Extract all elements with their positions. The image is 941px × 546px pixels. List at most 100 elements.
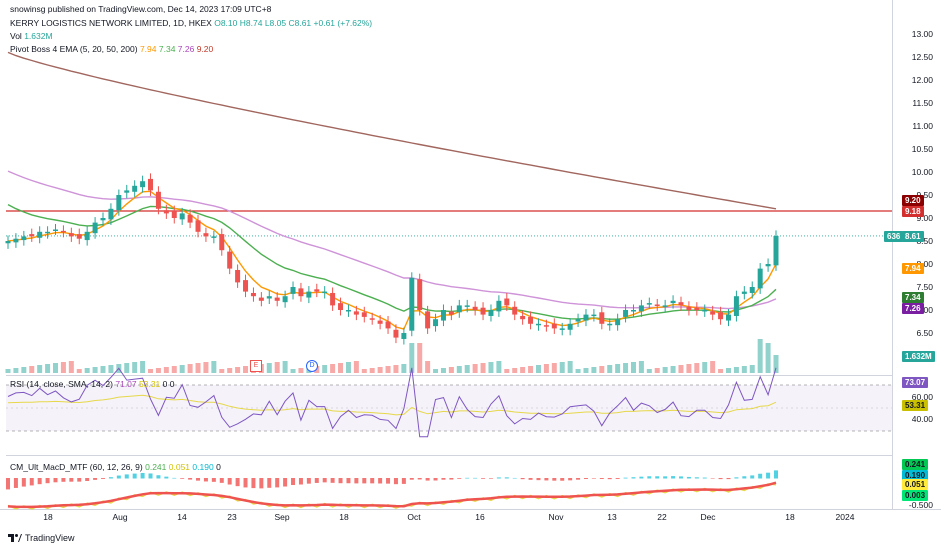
volume-bar bbox=[702, 362, 708, 373]
candle-body bbox=[100, 218, 106, 221]
candle-body bbox=[654, 304, 660, 306]
candle-body bbox=[528, 316, 534, 324]
volume-bar bbox=[480, 363, 486, 373]
volume-bar bbox=[227, 368, 233, 373]
time-axis-label: 14 bbox=[177, 512, 187, 522]
price-axis-label: 12.50 bbox=[911, 52, 933, 62]
candle-body bbox=[425, 311, 431, 329]
candle-body bbox=[559, 328, 565, 330]
ema5-line bbox=[7, 190, 777, 330]
candle-body bbox=[765, 264, 771, 267]
macd-histogram-bar bbox=[663, 476, 668, 479]
ema-legend[interactable]: Pivot Boss 4 EMA (5, 20, 50, 200) 7.94 7… bbox=[10, 44, 213, 54]
candle-body bbox=[53, 229, 59, 231]
volume-bar bbox=[409, 343, 415, 373]
rsi-band bbox=[6, 384, 892, 432]
volume-bar bbox=[171, 366, 177, 373]
volume-bar bbox=[29, 366, 35, 373]
volume-bar bbox=[686, 364, 692, 373]
macd-histogram-bar bbox=[21, 478, 26, 487]
rsi-v1: 71.07 bbox=[115, 379, 137, 389]
macd-histogram-bar bbox=[140, 472, 145, 479]
volume-legend[interactable]: Vol 1.632M bbox=[10, 31, 53, 41]
volume-bar bbox=[623, 363, 629, 373]
candle-body bbox=[512, 306, 518, 315]
macd-histogram-bar bbox=[45, 478, 50, 484]
macd-histogram-bar bbox=[718, 478, 723, 480]
macd-histogram-bar bbox=[164, 476, 169, 479]
macd-histogram-bar bbox=[180, 478, 185, 479]
candle-body bbox=[623, 310, 629, 317]
tradingview-footer[interactable]: TradingView bbox=[8, 533, 75, 543]
macd-histogram-bar bbox=[338, 478, 343, 484]
candle-body bbox=[480, 307, 486, 315]
time-axis-label: Oct bbox=[407, 512, 421, 522]
candle-body bbox=[68, 233, 74, 237]
macd-histogram-bar bbox=[267, 478, 272, 488]
ema50-badge: 7.26 bbox=[902, 303, 924, 314]
price-axis-label: 6.50 bbox=[916, 328, 933, 338]
macd-histogram-bar bbox=[322, 478, 327, 483]
dividend-marker[interactable]: D bbox=[306, 360, 318, 372]
volume-bar bbox=[179, 365, 185, 373]
volume-bar bbox=[187, 364, 193, 373]
volume-bar bbox=[417, 343, 423, 373]
candle-body bbox=[440, 310, 446, 321]
candle-body bbox=[171, 211, 177, 218]
candle-body bbox=[330, 292, 336, 306]
time-axis-label: 18 bbox=[43, 512, 53, 522]
candle-body bbox=[92, 222, 98, 234]
candle-body bbox=[322, 291, 328, 294]
macd-histogram-bar bbox=[726, 478, 731, 480]
macd-histogram-bar bbox=[314, 478, 319, 483]
macd-histogram-bar bbox=[37, 478, 42, 485]
candle-body bbox=[615, 319, 621, 326]
symbol-legend[interactable]: KERRY LOGISTICS NETWORK LIMITED, 1D, HKE… bbox=[10, 18, 372, 28]
candle-body bbox=[179, 213, 185, 220]
earnings-marker[interactable]: E bbox=[250, 360, 262, 372]
macd-legend[interactable]: CM_Ult_MacD_MTF (60, 12, 26, 9) 0.241 0.… bbox=[10, 462, 221, 472]
candle-body bbox=[60, 230, 66, 233]
time-axis-label: 2024 bbox=[835, 512, 855, 522]
volume-bar bbox=[456, 366, 462, 373]
macd-histogram-bar bbox=[251, 478, 256, 489]
volume-bar bbox=[92, 367, 98, 373]
macd-v1: 0.241 bbox=[145, 462, 167, 472]
macd-histogram-bar bbox=[536, 478, 541, 481]
candle-body bbox=[235, 269, 241, 283]
price-axis-label: 8.50 bbox=[916, 236, 933, 246]
candle-body bbox=[417, 279, 423, 310]
time-axis-label: 18 bbox=[339, 512, 349, 522]
volume-bar bbox=[132, 362, 138, 373]
macd-histogram-bar bbox=[101, 478, 106, 479]
candle-body bbox=[385, 321, 391, 329]
volume-bar bbox=[100, 366, 106, 373]
volume-bar bbox=[551, 363, 557, 373]
volume-bar bbox=[472, 364, 478, 373]
macd-histogram-bar bbox=[378, 478, 383, 484]
macd-histogram-bar bbox=[433, 478, 438, 481]
volume-bar bbox=[567, 361, 573, 373]
candle-body bbox=[377, 320, 383, 324]
candle-body bbox=[29, 234, 35, 237]
macd-histogram-bar bbox=[93, 478, 98, 480]
price-axis-label: 10.50 bbox=[911, 144, 933, 154]
macd-histogram-bar bbox=[211, 478, 216, 482]
candle-body bbox=[21, 236, 27, 241]
volume-bar bbox=[266, 363, 272, 373]
volume-bar bbox=[53, 363, 59, 373]
volume-bar bbox=[353, 361, 359, 373]
candle-body bbox=[583, 314, 589, 321]
rsi-legend[interactable]: RSI (14, close, SMA, 14, 2) 71.07 53.31 … bbox=[10, 379, 175, 389]
volume-bar bbox=[615, 364, 621, 373]
rsi-badge: 73.07 bbox=[902, 377, 929, 388]
candle-body bbox=[741, 291, 747, 294]
macd-histogram-bar bbox=[227, 478, 232, 485]
macd-histogram-bar bbox=[6, 478, 10, 490]
candle-body bbox=[353, 311, 359, 315]
volume-bar bbox=[68, 361, 74, 373]
macd-histogram-bar bbox=[639, 476, 644, 479]
volume-bar bbox=[108, 365, 114, 373]
macd-axis-neg: -0.500 bbox=[908, 500, 933, 510]
